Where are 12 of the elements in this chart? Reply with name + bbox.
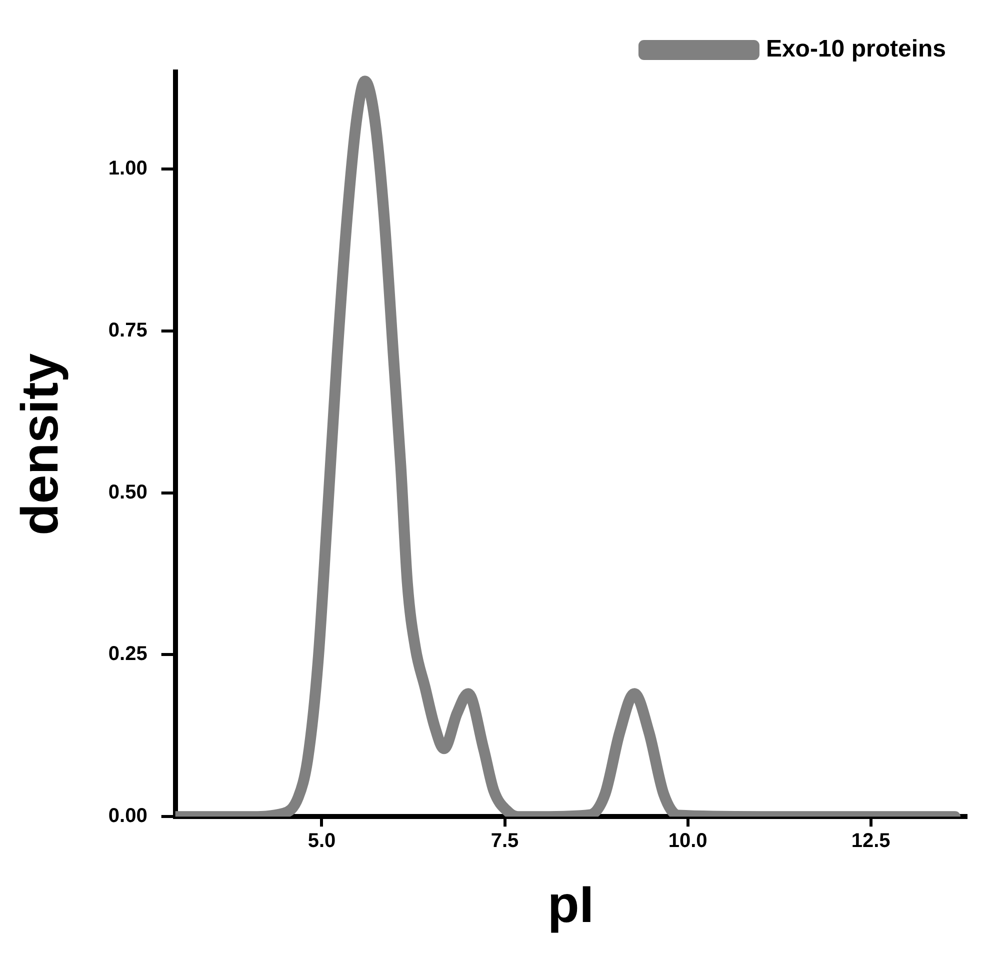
y-tick-label: 0.00	[108, 805, 148, 828]
x-axis-title: pI	[548, 876, 594, 934]
legend-label: Exo-10 proteins	[766, 36, 946, 63]
y-tick-label: 0.75	[108, 320, 148, 342]
x-tick-label: 7.5	[490, 830, 519, 852]
x-tick-label: 5.0	[308, 830, 336, 852]
y-tick-label: 0.25	[108, 643, 148, 666]
x-tick-label: 12.5	[851, 830, 890, 852]
y-axis-title: density	[12, 353, 70, 536]
x-tick-label: 10.0	[668, 830, 708, 852]
y-tick-label: 0.50	[108, 481, 148, 504]
y-tick-label: 1.00	[108, 158, 148, 180]
